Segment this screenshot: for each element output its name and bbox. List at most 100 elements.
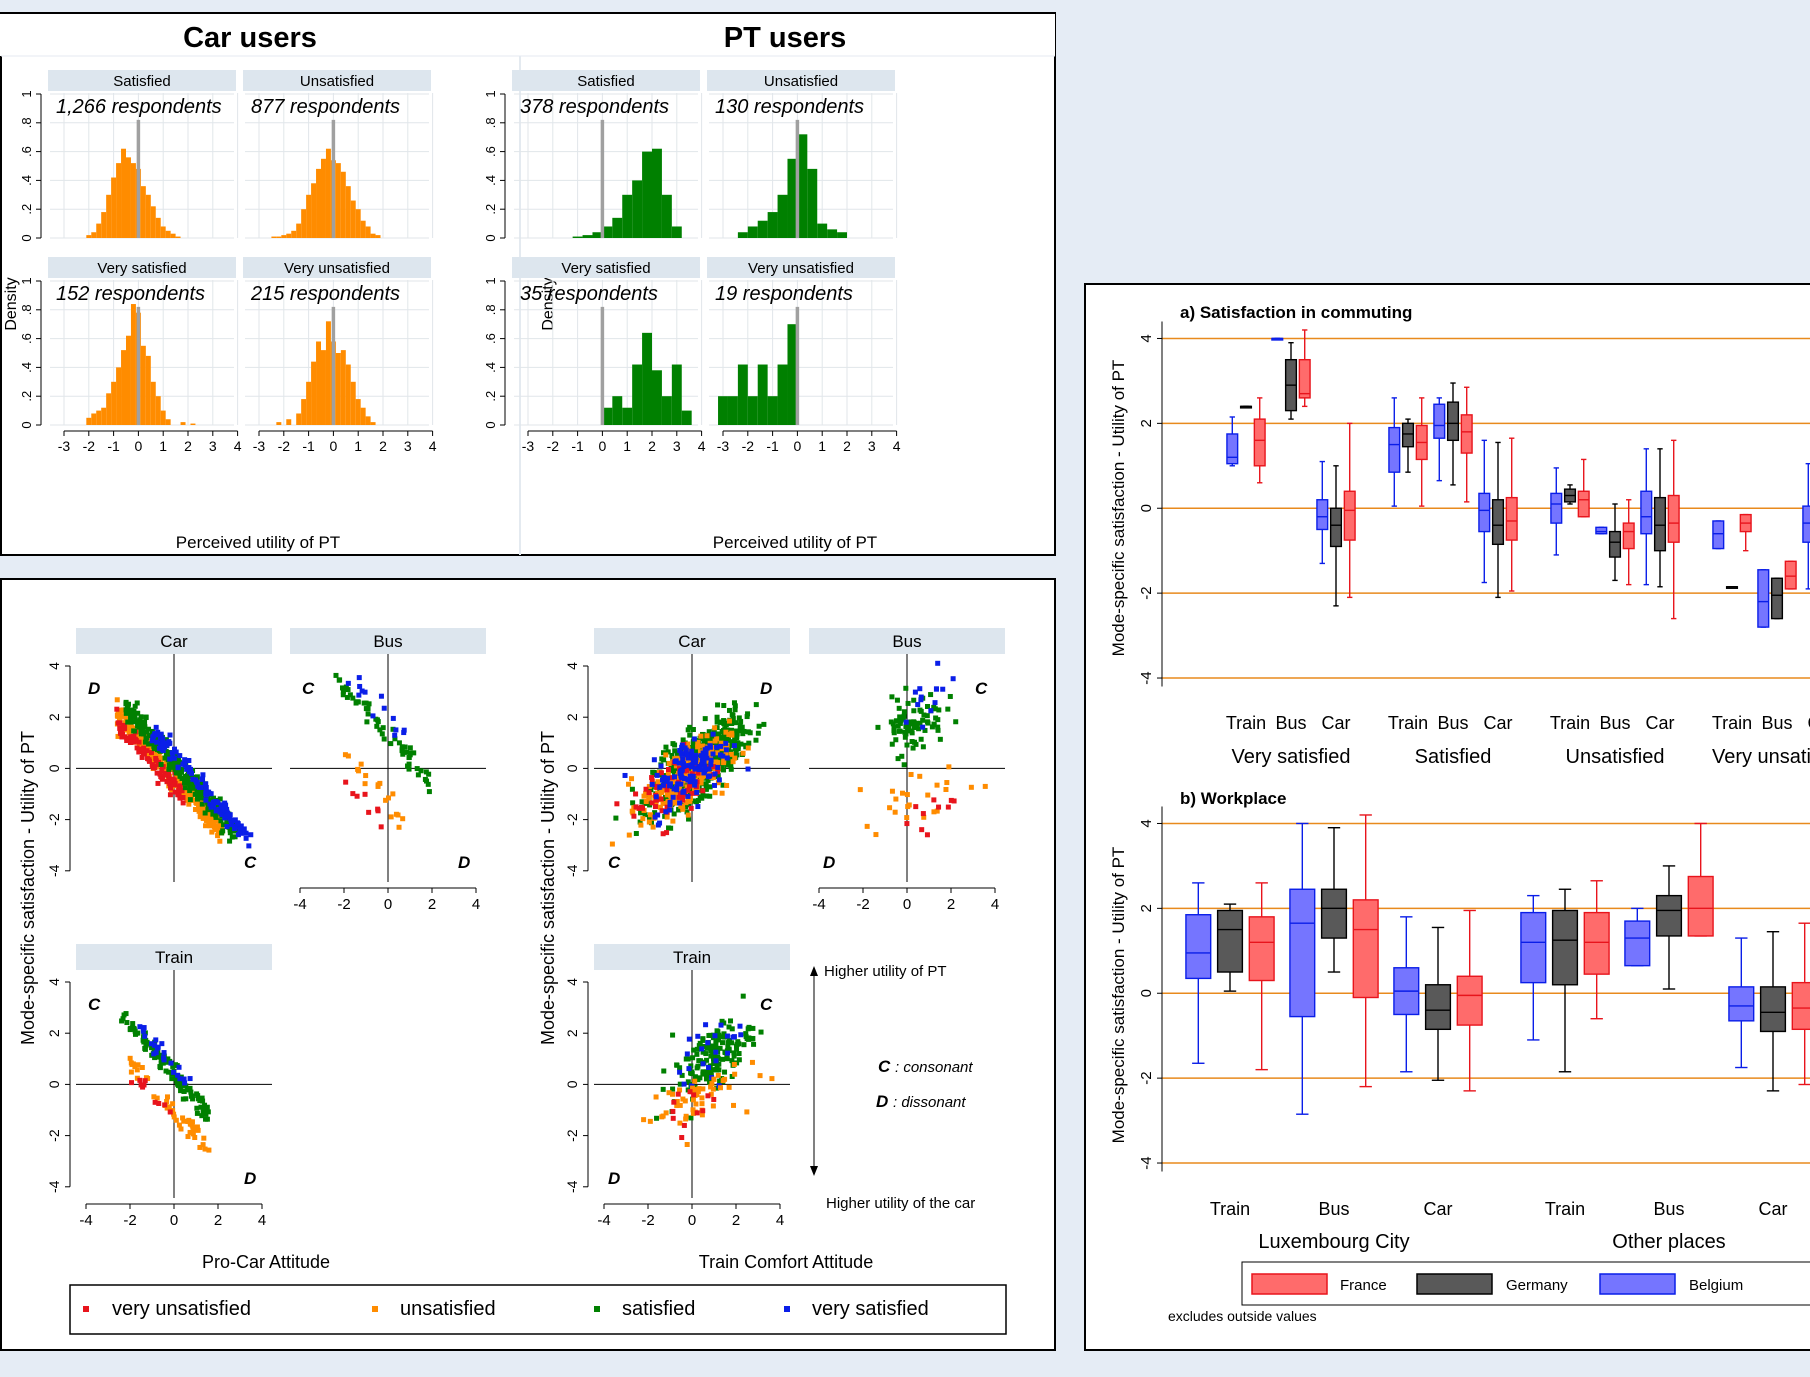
hist-bar [661,194,672,238]
hist-bar [837,232,847,238]
scatter-point [686,1066,692,1072]
scatter-figure: Mode-specific satisfaction - Utility of … [0,578,1056,1351]
x-tick-label: -4 [597,1212,610,1229]
scatter-point [718,1022,724,1028]
scatter-point [720,748,726,754]
scatter-point [200,772,206,778]
scatter-facet-0: Car D C -4 -2 0 2 4 [46,628,272,882]
scatter-point [166,1104,172,1110]
x-tick-label: -1 [302,438,315,454]
legend-france: France [1340,1277,1387,1294]
car-hist-ylabel: Density [3,277,20,330]
hist-bar [375,235,381,238]
scatter-point [167,792,173,798]
scatter-facet-1: Bus C D -4 -2 0 2 4 [290,628,486,913]
scatter-point [657,820,663,826]
scatter-point [726,758,732,764]
scatter-point [674,752,680,758]
facet-label: Very satisfied [97,260,186,277]
scatter-point [892,809,898,815]
arrow-bottom-label: Higher utility of the car [826,1195,975,1212]
hist-bar [321,158,326,238]
scatter-point [128,1060,134,1066]
scatter-point [386,795,392,801]
hist-bar [787,158,798,238]
car-users-title: Car users [183,22,317,54]
hist-bar [737,364,748,425]
box-iqr [1757,569,1770,628]
hist-bar [96,410,102,425]
hist-bar [180,422,186,425]
scatter-point [671,1099,677,1105]
scatter-point [911,697,917,703]
respondents-note: 152 respondents [56,283,205,305]
scatter-point [932,706,938,712]
scatter-point [217,796,223,802]
scatter-point [708,1053,714,1059]
scatter-point [736,1057,742,1063]
scatter-point [393,727,399,733]
scatter-point [646,814,652,820]
scatter-point [888,719,894,725]
scatter-point [678,781,684,787]
scatter-point [723,752,729,758]
scatter-point [706,1064,712,1070]
box-germany [1608,503,1622,582]
scatter-point [717,1045,723,1051]
x-tick-label: 3 [209,438,217,454]
box-germany [1759,931,1787,1092]
scatter-point [377,727,383,733]
scatter-point [192,777,198,783]
scatter-point [761,721,767,727]
hist-facet-car-1: Unsatisfied 877 respondents [243,70,434,239]
pt-hist-xlabel: Perceived utility of PT [713,533,877,552]
scatter-point [907,721,913,727]
scatter-point [136,749,142,755]
box-iqr [1520,911,1547,984]
x-tick-label: 2 [843,438,851,454]
scatter-point [172,746,178,752]
hist-bar [116,163,122,238]
x-tick-label: 4 [234,438,242,454]
scatter-point [232,823,238,829]
scatter-point [178,1088,184,1094]
scatter-point [726,707,732,713]
hist-bar [737,232,748,238]
scatter-point [631,813,637,819]
scatter-point [374,723,380,729]
scatter-point [354,793,360,799]
facet-strip [594,628,790,654]
scatter-point [626,832,632,838]
scatter-point [683,1113,689,1119]
hist-bar [642,151,652,238]
scatter-point [195,787,201,793]
x-tick-label: 3 [404,438,412,454]
y-tick-label: 2 [564,713,580,721]
scatter-point [698,753,704,759]
hist-bar [622,194,633,238]
scatter-point [704,745,710,751]
scatter-point [690,1085,696,1091]
scatter-point [683,800,689,806]
hist-bar [296,223,302,238]
scatter-point [163,1068,169,1074]
scatter-point [875,724,881,730]
hist-bar [175,236,181,238]
scatter-point [732,707,738,713]
scatter-point [709,1045,715,1051]
scatter-point [731,1050,737,1056]
scatter-point [210,803,216,809]
scatter-point [699,1101,705,1107]
hist-bar [355,399,361,425]
scatter-point [899,790,905,796]
hist-bar [360,220,366,238]
scatter-point [714,719,720,725]
scatter-point [153,755,159,761]
scatter-point [693,766,699,772]
y-tick-label: -4 [1138,671,1155,684]
scatter-point [904,792,910,798]
scatter-point [906,802,912,808]
scatter-point [670,1032,676,1038]
scatter-point [671,766,677,772]
facet-strip [290,628,486,654]
